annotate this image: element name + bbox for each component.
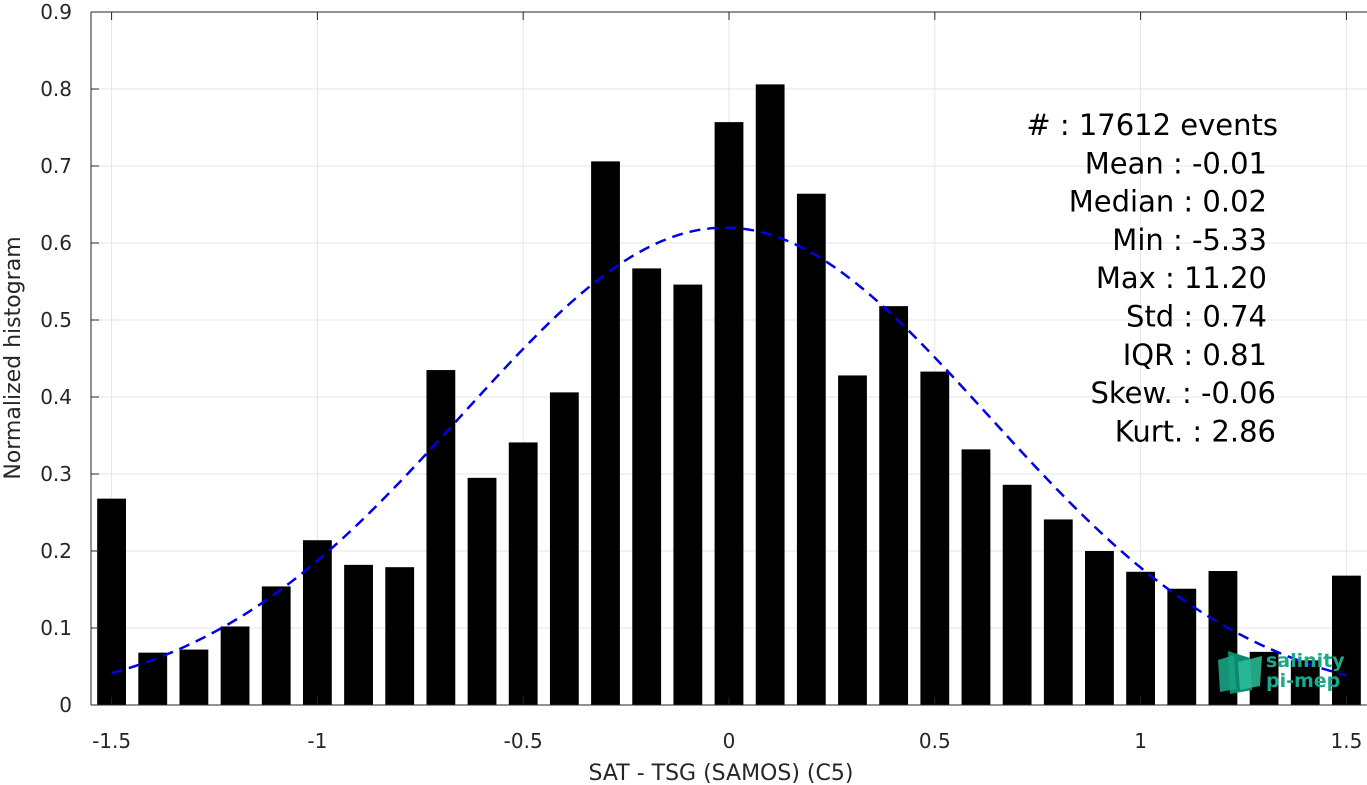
y-tick-label: 0.7 xyxy=(40,154,72,178)
y-tick-label: 0.8 xyxy=(40,77,72,101)
x-tick-label: -1 xyxy=(307,729,327,753)
x-tick-label: 1.5 xyxy=(1331,729,1363,753)
cube-icon xyxy=(1218,651,1262,694)
stat-line: Kurt. : 2.86 xyxy=(1115,414,1276,448)
x-tick-label: -0.5 xyxy=(504,729,543,753)
histogram-bar xyxy=(1043,519,1073,705)
histogram-bar xyxy=(467,477,497,705)
y-tick-label: 0.4 xyxy=(40,385,72,409)
logo-line2: pi-mep xyxy=(1266,670,1340,692)
x-tick-label: -1.5 xyxy=(92,729,131,753)
histogram-bar xyxy=(714,122,744,706)
histogram-bar xyxy=(385,567,415,705)
histogram-bar xyxy=(179,649,209,705)
histogram-bar xyxy=(920,371,950,705)
y-tick-labels: 0 0.1 0.2 0.3 0.4 0.5 0.6 0.7 0.8 0.9 xyxy=(40,0,72,717)
histogram-bar xyxy=(549,392,579,705)
x-axis-label: SAT - TSG (SAMOS) (C5) xyxy=(589,761,854,785)
x-tick-label: 0.5 xyxy=(919,729,951,753)
axes xyxy=(90,11,1367,706)
y-tick-label: 0.5 xyxy=(40,308,72,332)
y-tick-label: 0.3 xyxy=(40,462,72,486)
stat-line: IQR : 0.81 xyxy=(1123,338,1267,372)
y-tick-label: 0.9 xyxy=(40,0,72,24)
histogram-bar xyxy=(1085,551,1114,705)
y-tick-label: 0.1 xyxy=(40,616,72,640)
statistics-box: # : 17612 events Mean : -0.01 Median : 0.0… xyxy=(1026,108,1278,448)
histogram-bar xyxy=(632,268,662,705)
stat-line: # : 17612 events xyxy=(1026,108,1278,142)
stat-line: Skew. : -0.06 xyxy=(1090,376,1276,410)
histogram-bar xyxy=(508,442,538,705)
histogram-bar xyxy=(673,284,703,705)
histogram-bar xyxy=(344,564,373,705)
x-tick-label: 1 xyxy=(1134,729,1147,753)
histogram-bar xyxy=(961,449,991,705)
histogram-bar xyxy=(220,626,250,705)
histogram-bar xyxy=(1002,484,1032,705)
y-tick-label: 0.6 xyxy=(40,231,72,255)
histogram-bar xyxy=(426,370,456,705)
histogram-bar xyxy=(1167,588,1197,705)
histogram-bar xyxy=(302,540,332,705)
histogram-bar xyxy=(591,161,620,705)
x-tick-label: 0 xyxy=(723,729,736,753)
histogram-bar xyxy=(879,306,909,705)
histogram-bar xyxy=(796,193,826,705)
stat-line: Std : 0.74 xyxy=(1126,300,1267,334)
y-tick-label: 0.2 xyxy=(40,539,72,563)
stat-line: Min : -5.33 xyxy=(1112,223,1267,257)
histogram-bar xyxy=(1126,571,1156,705)
histogram-bar xyxy=(1332,575,1361,705)
stat-line: Median : 0.02 xyxy=(1069,185,1267,219)
histogram-bar xyxy=(97,498,126,705)
stat-line: Max : 11.20 xyxy=(1096,261,1267,295)
normal-fit-curve xyxy=(111,226,1347,677)
stat-line: Mean : -0.01 xyxy=(1085,146,1267,180)
y-axis-label: Normalized histogram xyxy=(1,236,26,479)
histogram-bar xyxy=(138,652,168,705)
salinity-pimep-logo: salinity pi-mep xyxy=(1218,650,1345,694)
histogram-bar xyxy=(261,586,291,705)
y-tick-label: 0 xyxy=(59,693,72,717)
histogram-bar xyxy=(838,375,867,705)
histogram-bar xyxy=(1290,660,1320,705)
logo-line1: salinity xyxy=(1266,650,1345,672)
x-tick-labels: -1.5 -1 -0.5 0 0.5 1 1.5 xyxy=(92,729,1362,753)
histogram-bar xyxy=(755,84,785,705)
